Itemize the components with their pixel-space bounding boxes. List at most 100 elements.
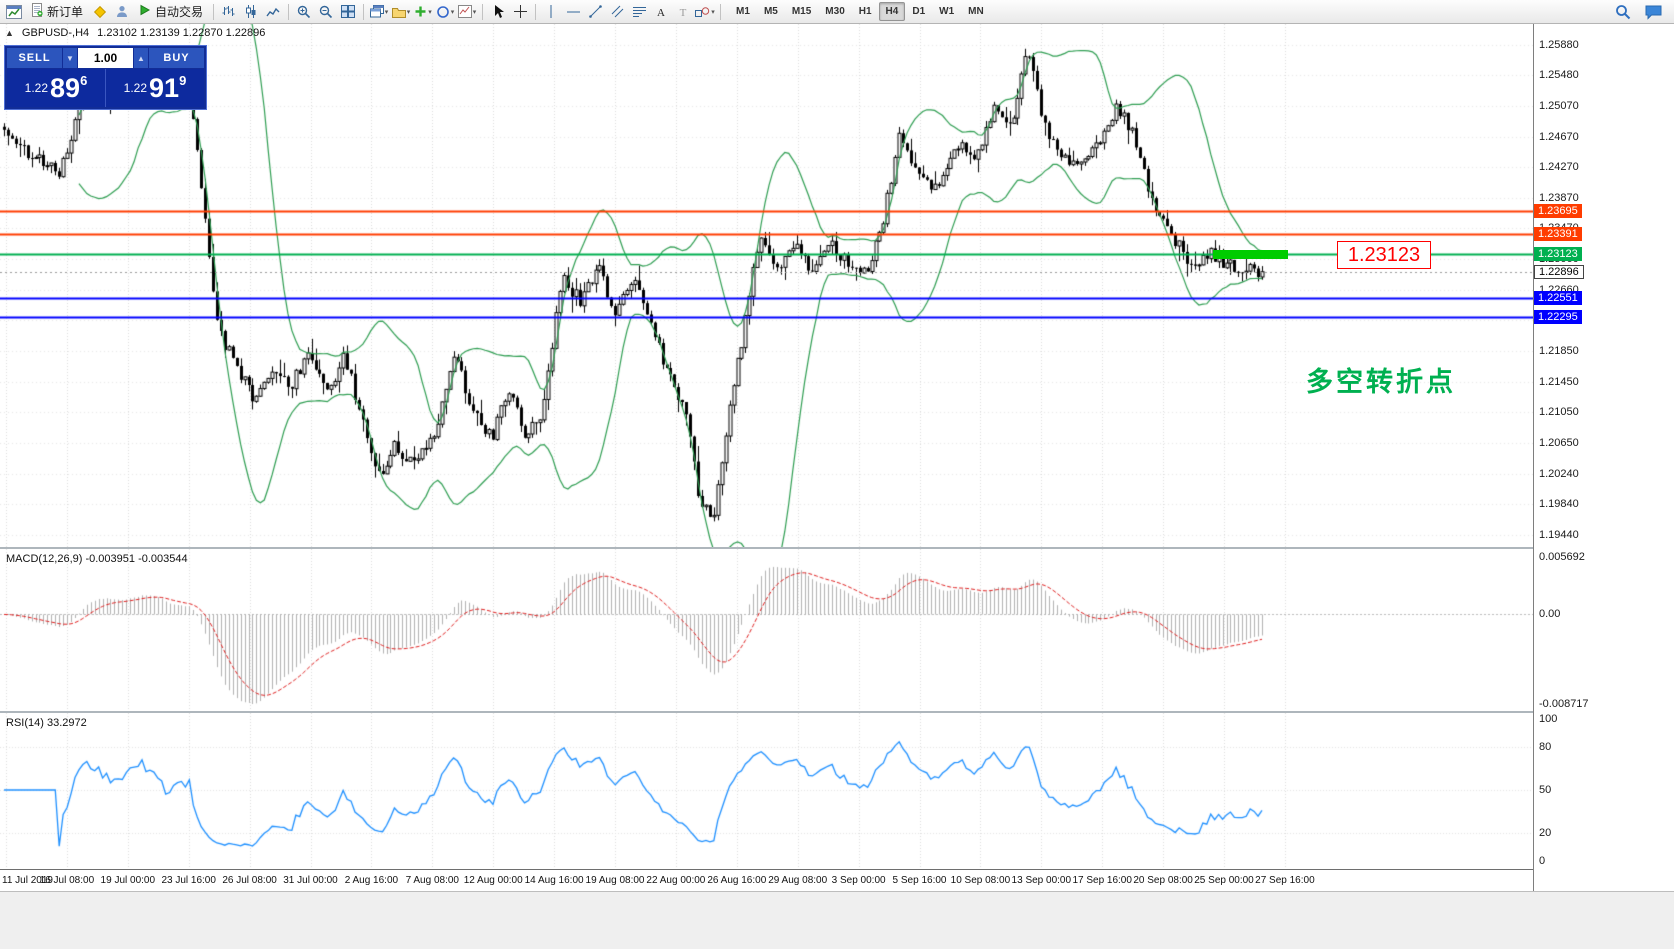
time-tick-label: 26 Jul 08:00 xyxy=(222,875,277,886)
time-tick-label: 27 Sep 16:00 xyxy=(1255,875,1315,886)
label-icon[interactable]: T xyxy=(672,2,694,22)
chart-symbol-label: GBPUSD-,H4 xyxy=(21,27,90,39)
time-tick-label: 20 Sep 08:00 xyxy=(1133,875,1193,886)
tile-windows-icon[interactable] xyxy=(337,2,359,22)
one-click-trading-panel: SELL ▼ 1.00 ▲ BUY 1.22 89 6 1.22 91 9 xyxy=(4,45,207,110)
window-footer xyxy=(0,891,1674,949)
buy-price-prefix: 1.22 xyxy=(123,81,148,95)
zoom-in-icon[interactable] xyxy=(293,2,315,22)
time-tick-label: 11 Jul 2019 xyxy=(2,875,53,886)
time-tick-label: 17 Sep 16:00 xyxy=(1072,875,1132,886)
time-tick-label: 19 Aug 08:00 xyxy=(585,875,645,886)
axis-tick-label: 1.21050 xyxy=(1539,406,1579,419)
sell-price-sup: 6 xyxy=(80,73,88,88)
time-tick-label: 12 Aug 00:00 xyxy=(463,875,523,886)
profiles-icon[interactable]: ▾ xyxy=(390,2,412,22)
chart-title: ▲ GBPUSD-,H4 1.23102 1.23139 1.22870 1.2… xyxy=(5,27,265,39)
time-tick-label: 5 Sep 16:00 xyxy=(892,875,947,886)
time-tick-label: 10 Sep 08:00 xyxy=(950,875,1011,886)
rsi-label: RSI(14) 33.2972 xyxy=(6,717,87,729)
trade-panel-toggle-icon[interactable]: ▲ xyxy=(5,28,14,38)
axis-tick-label: 0 xyxy=(1539,855,1546,867)
svg-text:T: T xyxy=(680,7,687,18)
time-tick-label: 3 Sep 00:00 xyxy=(831,875,886,886)
line-chart-icon[interactable] xyxy=(262,2,284,22)
timeframe-m1-button[interactable]: M1 xyxy=(736,6,750,17)
price-line-label: 1.22295 xyxy=(1534,310,1582,325)
panel-splitter[interactable] xyxy=(0,711,1533,713)
toolbar-separator xyxy=(288,3,290,20)
time-tick-label: 19 Jul 00:00 xyxy=(100,875,156,886)
channel-icon[interactable] xyxy=(606,2,628,22)
timeframe-h1-button[interactable]: H1 xyxy=(858,6,872,17)
fibonacci-icon[interactable] xyxy=(628,2,650,22)
price-line-label: 1.23695 xyxy=(1534,203,1582,218)
axis-tick-label: 80 xyxy=(1539,741,1552,754)
sell-price[interactable]: 1.22 89 6 xyxy=(7,69,105,107)
volume-input[interactable]: 1.00 xyxy=(78,48,133,68)
timeframe-mn-button[interactable]: MN xyxy=(968,6,984,17)
turning-point-annotation[interactable]: 多空转折点 xyxy=(1306,367,1456,397)
macd-panel-canvas[interactable] xyxy=(0,549,1533,711)
axis-tick-label: 0.005692 xyxy=(1539,551,1585,563)
search-icon[interactable] xyxy=(1612,2,1634,22)
chart-window-icon[interactable] xyxy=(3,2,25,22)
trendline-icon[interactable] xyxy=(584,2,606,22)
time-tick-label: 25 Sep 00:00 xyxy=(1194,875,1254,886)
time-tick-label: 16 Jul 08:00 xyxy=(39,875,95,886)
time-axis[interactable]: 11 Jul 2019 16 Jul 08:00 19 Jul 00:00 23 Ju… xyxy=(0,869,1533,891)
time-tick-label: 2 Aug 16:00 xyxy=(344,875,399,886)
volume-decrease-button[interactable]: ▼ xyxy=(63,48,77,68)
metaeditor-icon[interactable] xyxy=(89,2,111,22)
trade-panel-divider xyxy=(105,69,106,107)
sell-price-big: 89 xyxy=(50,73,81,103)
time-tick-label: 13 Sep 00:00 xyxy=(1011,875,1072,886)
shapes-icon[interactable]: ▾ xyxy=(694,2,716,22)
new-chart-icon[interactable]: ▾ xyxy=(368,2,390,22)
price-chart-canvas[interactable] xyxy=(0,24,1533,547)
sell-button[interactable]: SELL xyxy=(7,48,62,68)
objects-icon[interactable]: ▾ xyxy=(434,2,456,22)
axis-tick-label: 1.19840 xyxy=(1539,498,1579,511)
templates-icon[interactable]: ▾ xyxy=(456,2,478,22)
time-tick-label: 29 Aug 08:00 xyxy=(768,875,828,886)
time-tick-label: 7 Aug 08:00 xyxy=(405,875,459,886)
new-order-button[interactable]: 新订单 xyxy=(25,2,89,22)
axis-tick-label: 1.23870 xyxy=(1539,191,1579,204)
buy-price-big: 91 xyxy=(149,73,180,103)
buy-button[interactable]: BUY xyxy=(149,48,204,68)
candlestick-icon[interactable] xyxy=(240,2,262,22)
cursor-icon[interactable] xyxy=(487,2,509,22)
timeframe-w1-button[interactable]: W1 xyxy=(939,6,955,17)
highlighted-level-segment[interactable] xyxy=(1213,250,1288,260)
bar-chart-icon[interactable] xyxy=(218,2,240,22)
timeframe-h4-button[interactable]: H4 xyxy=(878,2,906,21)
timeframe-m5-button[interactable]: M5 xyxy=(763,6,778,17)
axis-tick-label: 1.24270 xyxy=(1539,161,1579,174)
autotrading-button[interactable]: 自动交易 xyxy=(133,2,209,22)
buy-price[interactable]: 1.22 91 9 xyxy=(106,69,204,107)
vline-icon[interactable] xyxy=(540,2,562,22)
timeframe-m15-button[interactable]: M15 xyxy=(791,6,812,17)
hline-icon[interactable] xyxy=(562,2,584,22)
volume-increase-button[interactable]: ▲ xyxy=(134,48,148,68)
axis-tick-label: 0.00 xyxy=(1539,608,1561,621)
timeframe-d1-button[interactable]: D1 xyxy=(912,6,926,17)
profile-icon[interactable] xyxy=(111,2,133,22)
panel-splitter[interactable] xyxy=(0,547,1533,549)
chat-icon[interactable] xyxy=(1642,2,1664,22)
crosshair-icon[interactable] xyxy=(509,2,531,22)
indicators-icon[interactable]: ▾ xyxy=(412,2,434,22)
zoom-out-icon[interactable] xyxy=(315,2,337,22)
price-line-label: 1.22551 xyxy=(1534,290,1582,305)
toolbar-separator xyxy=(482,3,484,20)
axis-tick-label: 1.25480 xyxy=(1539,69,1579,81)
chart-ohlc-values: 1.23102 1.23139 1.22870 1.22896 xyxy=(97,27,266,39)
rsi-panel-canvas[interactable] xyxy=(0,713,1533,869)
price-axis[interactable]: 1.25880 1.25480 1.25070 1.24670 1.24270 1.238… xyxy=(1533,24,1674,891)
timeframe-m30-button[interactable]: M30 xyxy=(825,6,845,17)
price-annotation-box[interactable]: 1.23123 xyxy=(1337,241,1431,270)
text-icon[interactable]: A xyxy=(650,2,672,22)
toolbar-separator xyxy=(363,3,365,20)
toolbar: 新订单 自动交易 ▾ ▾ ▾ ▾ ▾ A T ▾ M1 M5 M15 M30 H1 H4 D1 W1 MN xyxy=(0,0,1674,24)
